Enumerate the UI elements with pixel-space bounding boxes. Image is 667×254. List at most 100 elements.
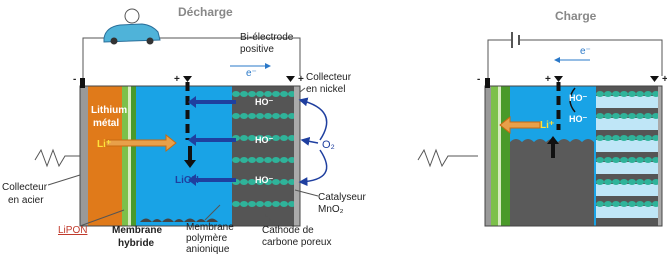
catalyst-layer	[612, 179, 620, 185]
catalyst-layer	[272, 157, 280, 163]
label: Membrane	[112, 225, 162, 236]
catalyst-layer	[644, 201, 652, 207]
catalyst-layer	[612, 135, 620, 141]
terminal	[554, 76, 563, 82]
hydroxide-arrow	[188, 96, 236, 108]
catalyst-layer	[240, 113, 248, 119]
catalyst-layer	[596, 157, 604, 163]
catalyst-layer	[256, 157, 264, 163]
catalyst-layer	[620, 179, 628, 185]
catalyst-layer	[248, 179, 256, 185]
label: Catalyseur	[318, 192, 366, 203]
catalyst-layers	[232, 91, 296, 207]
ion: HO⁻	[569, 114, 588, 124]
catalyst-layer	[628, 201, 636, 207]
catalyst-layer	[596, 162, 658, 174]
nickel-collector	[294, 86, 300, 226]
terminal-sign: +	[662, 74, 667, 85]
catalyst-layer	[612, 91, 620, 97]
catalyst-layer	[620, 201, 628, 207]
ion: HO⁻	[569, 93, 588, 103]
catalyst-layer	[604, 113, 612, 119]
catalyst-layer	[256, 201, 264, 207]
electron: e⁻	[580, 46, 591, 57]
label: carbone poreux	[262, 237, 332, 248]
catalyst-layer	[636, 91, 644, 97]
catalyst-layer	[644, 179, 652, 185]
catalyst-layer	[248, 113, 256, 119]
cell-border	[484, 85, 663, 227]
label: anionique	[186, 244, 230, 254]
electron: e⁻	[246, 68, 257, 79]
catalyst-layer	[240, 201, 248, 207]
catalyst-layer	[248, 135, 256, 141]
hydroxide-arrow	[188, 134, 236, 146]
ion: Li⁺	[540, 120, 554, 131]
catalyst-layer	[264, 201, 272, 207]
catalyst-layer	[232, 113, 240, 119]
catalyst-layer	[248, 91, 256, 97]
catalyst-layer	[620, 91, 628, 97]
catalyst-layer	[636, 135, 644, 141]
car-icon	[103, 8, 161, 45]
lipon-layer	[491, 86, 498, 226]
terminal-sign: -	[73, 74, 76, 85]
catalyst-layer	[280, 91, 288, 97]
label: en nickel	[306, 84, 345, 95]
label: polymère	[186, 233, 228, 244]
catalyst-layer	[612, 113, 620, 119]
catalyst-layers	[596, 91, 660, 218]
label: Bi-électrode	[240, 32, 294, 43]
catalyst-layer	[596, 206, 658, 218]
catalyst-layer	[596, 113, 604, 119]
lioh-deposit	[510, 139, 594, 226]
precipitate-arrow	[184, 146, 196, 168]
li-ion-arrow	[499, 115, 541, 135]
catalyst-layer	[604, 179, 612, 185]
wire	[82, 37, 301, 80]
catalyst-layer	[628, 157, 636, 163]
li-ion-arrow	[105, 133, 177, 153]
label: O₂	[322, 139, 335, 151]
label: LiPON	[58, 225, 87, 236]
catalyst-layer	[232, 91, 240, 97]
lithium-metal	[88, 86, 122, 226]
label: en acier	[8, 195, 44, 206]
hydroxide-arrow	[188, 174, 236, 186]
catalyst-layer	[256, 113, 264, 119]
catalyst-layer	[620, 113, 628, 119]
catalyst-layer	[232, 201, 240, 207]
lipon-layer	[122, 86, 128, 226]
terminal	[485, 78, 490, 88]
catalyst-layer	[636, 179, 644, 185]
catalyst-layer	[628, 135, 636, 141]
catalyst-layer	[256, 179, 264, 185]
catalyst-layer	[232, 157, 240, 163]
catalyst-layer	[596, 96, 658, 108]
catalyst-layer	[264, 135, 272, 141]
catalyst-layer	[240, 135, 248, 141]
label: Cathode de	[262, 225, 314, 236]
catalyst-layer	[264, 157, 272, 163]
label: Collecteur	[2, 182, 48, 193]
catalyst-layer	[256, 135, 264, 141]
label: LiOH	[175, 175, 199, 186]
label: MnO₂	[318, 204, 344, 215]
steel-collector	[485, 86, 491, 226]
terminal	[650, 76, 659, 82]
terminal	[286, 76, 295, 82]
catalyst-layer	[644, 91, 652, 97]
terminal-sign: -	[477, 74, 480, 85]
terminal-sign: +	[174, 74, 180, 85]
stripe	[128, 86, 131, 226]
catalyst-layer	[604, 157, 612, 163]
nickel-collector	[658, 86, 662, 226]
label: Lithium	[91, 105, 127, 116]
label: métal	[93, 118, 119, 129]
charge-panel: Charge e⁻ - + + O₂ HO⁻ HO⁻ Li⁺	[417, 9, 667, 227]
catalyst-layer	[596, 184, 658, 196]
catalyst-layer	[596, 179, 604, 185]
hybrid-membrane	[501, 86, 510, 226]
catalyst-layer	[628, 113, 636, 119]
